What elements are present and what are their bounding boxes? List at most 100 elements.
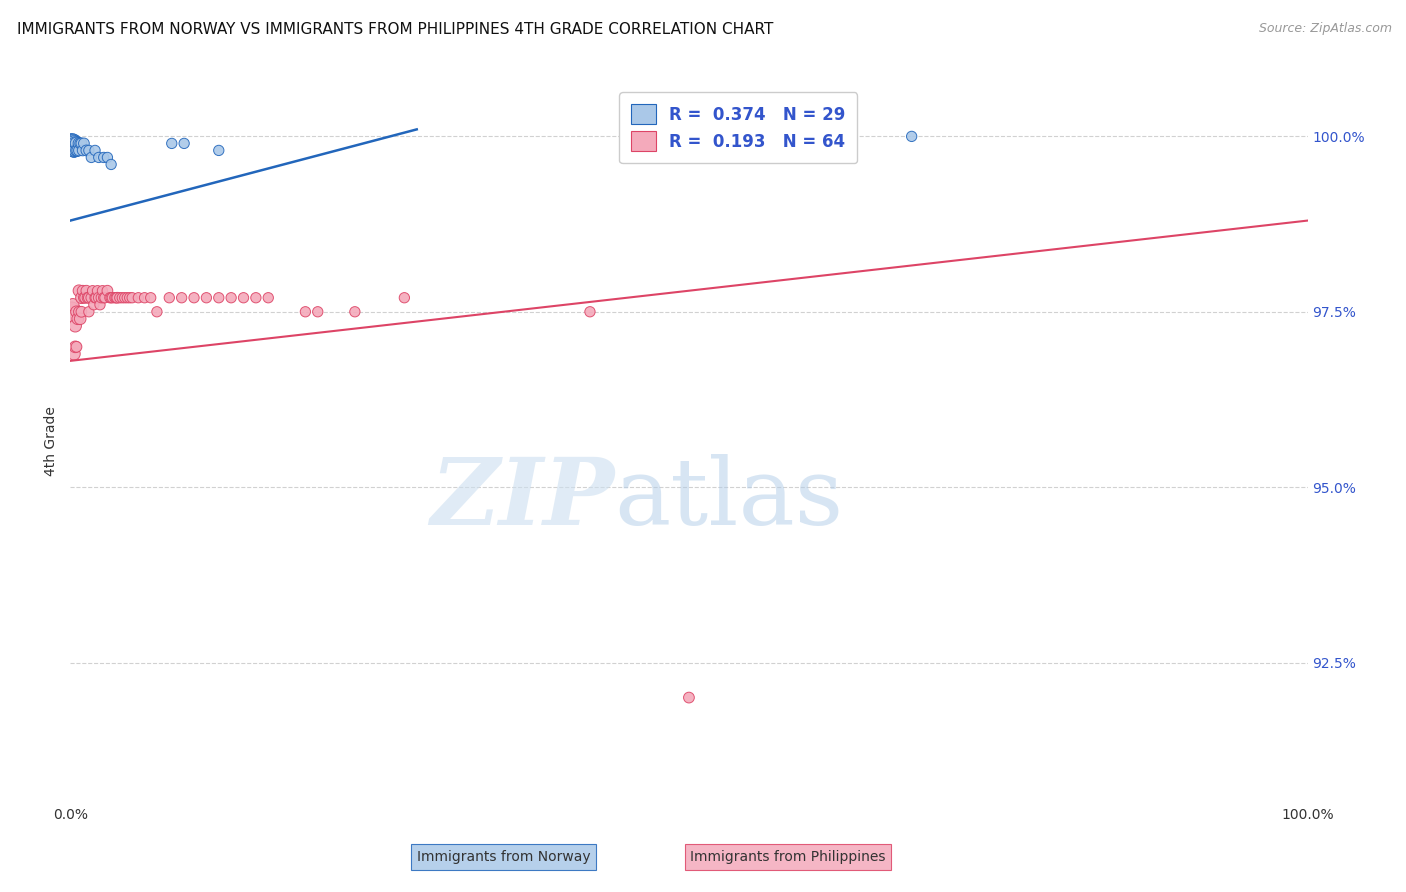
Point bbox=[100, 291, 122, 305]
Point bbox=[65, 318, 87, 333]
Point bbox=[80, 151, 103, 165]
Point bbox=[63, 136, 86, 151]
Point bbox=[115, 291, 138, 305]
Point bbox=[900, 129, 922, 144]
Point bbox=[127, 291, 149, 305]
Point bbox=[75, 144, 97, 158]
Point bbox=[67, 144, 90, 158]
Y-axis label: 4th Grade: 4th Grade bbox=[45, 407, 59, 476]
Point bbox=[66, 144, 89, 158]
Point bbox=[111, 291, 134, 305]
Legend: R =  0.374   N = 29, R =  0.193   N = 64: R = 0.374 N = 29, R = 0.193 N = 64 bbox=[620, 92, 858, 163]
Point bbox=[108, 291, 131, 305]
Point bbox=[60, 305, 83, 319]
Point bbox=[73, 291, 96, 305]
Point bbox=[93, 151, 115, 165]
Point bbox=[75, 291, 97, 305]
Point bbox=[90, 291, 112, 305]
Text: Source: ZipAtlas.com: Source: ZipAtlas.com bbox=[1258, 22, 1392, 36]
Text: ZIP: ZIP bbox=[430, 454, 614, 544]
Point bbox=[66, 311, 89, 326]
Point bbox=[89, 298, 111, 312]
Point bbox=[170, 291, 193, 305]
Point bbox=[72, 144, 94, 158]
Point bbox=[157, 291, 180, 305]
Point bbox=[579, 305, 602, 319]
Point bbox=[84, 144, 107, 158]
Point bbox=[232, 291, 254, 305]
Point bbox=[96, 151, 118, 165]
Point bbox=[87, 151, 110, 165]
Point bbox=[62, 298, 84, 312]
Point bbox=[69, 136, 91, 151]
Point bbox=[86, 284, 108, 298]
Text: IMMIGRANTS FROM NORWAY VS IMMIGRANTS FROM PHILIPPINES 4TH GRADE CORRELATION CHAR: IMMIGRANTS FROM NORWAY VS IMMIGRANTS FRO… bbox=[17, 22, 773, 37]
Point bbox=[94, 291, 117, 305]
Point bbox=[83, 298, 105, 312]
Point bbox=[134, 291, 156, 305]
Point bbox=[82, 284, 104, 298]
Text: Immigrants from Philippines: Immigrants from Philippines bbox=[690, 850, 886, 864]
Point bbox=[678, 690, 700, 705]
Point bbox=[146, 305, 169, 319]
Point bbox=[208, 144, 231, 158]
Point bbox=[70, 291, 93, 305]
Point bbox=[84, 291, 107, 305]
Point bbox=[65, 305, 87, 319]
Point bbox=[76, 291, 98, 305]
Point bbox=[101, 291, 124, 305]
Point bbox=[77, 291, 100, 305]
Point bbox=[100, 157, 122, 171]
Point bbox=[294, 305, 316, 319]
Point bbox=[84, 291, 107, 305]
Text: atlas: atlas bbox=[614, 454, 844, 544]
Point bbox=[72, 284, 94, 298]
Point bbox=[118, 291, 141, 305]
Point bbox=[208, 291, 231, 305]
Point bbox=[70, 136, 93, 151]
Point bbox=[65, 144, 87, 158]
Point bbox=[160, 136, 183, 151]
Point bbox=[65, 340, 87, 354]
Point bbox=[67, 305, 90, 319]
Point bbox=[65, 340, 87, 354]
Point bbox=[96, 284, 118, 298]
Point bbox=[87, 291, 110, 305]
Point bbox=[105, 291, 128, 305]
Point bbox=[195, 291, 218, 305]
Point bbox=[69, 311, 91, 326]
Point bbox=[77, 144, 100, 158]
Point bbox=[60, 136, 83, 151]
Point bbox=[91, 284, 114, 298]
Point bbox=[63, 144, 86, 158]
Point bbox=[343, 305, 366, 319]
Point bbox=[394, 291, 416, 305]
Point bbox=[62, 136, 84, 151]
Point bbox=[67, 136, 90, 151]
Point bbox=[105, 291, 128, 305]
Point bbox=[245, 291, 267, 305]
Point bbox=[80, 291, 103, 305]
Point bbox=[75, 284, 97, 298]
Point bbox=[65, 136, 87, 151]
Point bbox=[73, 136, 96, 151]
Point bbox=[257, 291, 280, 305]
Point bbox=[307, 305, 329, 319]
Point bbox=[63, 144, 86, 158]
Point bbox=[219, 291, 242, 305]
Point bbox=[139, 291, 162, 305]
Point bbox=[65, 144, 87, 158]
Point bbox=[121, 291, 143, 305]
Point bbox=[63, 347, 86, 361]
Point bbox=[62, 136, 84, 151]
Point bbox=[70, 305, 93, 319]
Text: Immigrants from Norway: Immigrants from Norway bbox=[416, 850, 591, 864]
Point bbox=[77, 305, 100, 319]
Point bbox=[173, 136, 195, 151]
Point bbox=[114, 291, 136, 305]
Point bbox=[93, 291, 115, 305]
Point bbox=[98, 291, 121, 305]
Point bbox=[67, 284, 90, 298]
Point bbox=[183, 291, 205, 305]
Point bbox=[65, 136, 87, 151]
